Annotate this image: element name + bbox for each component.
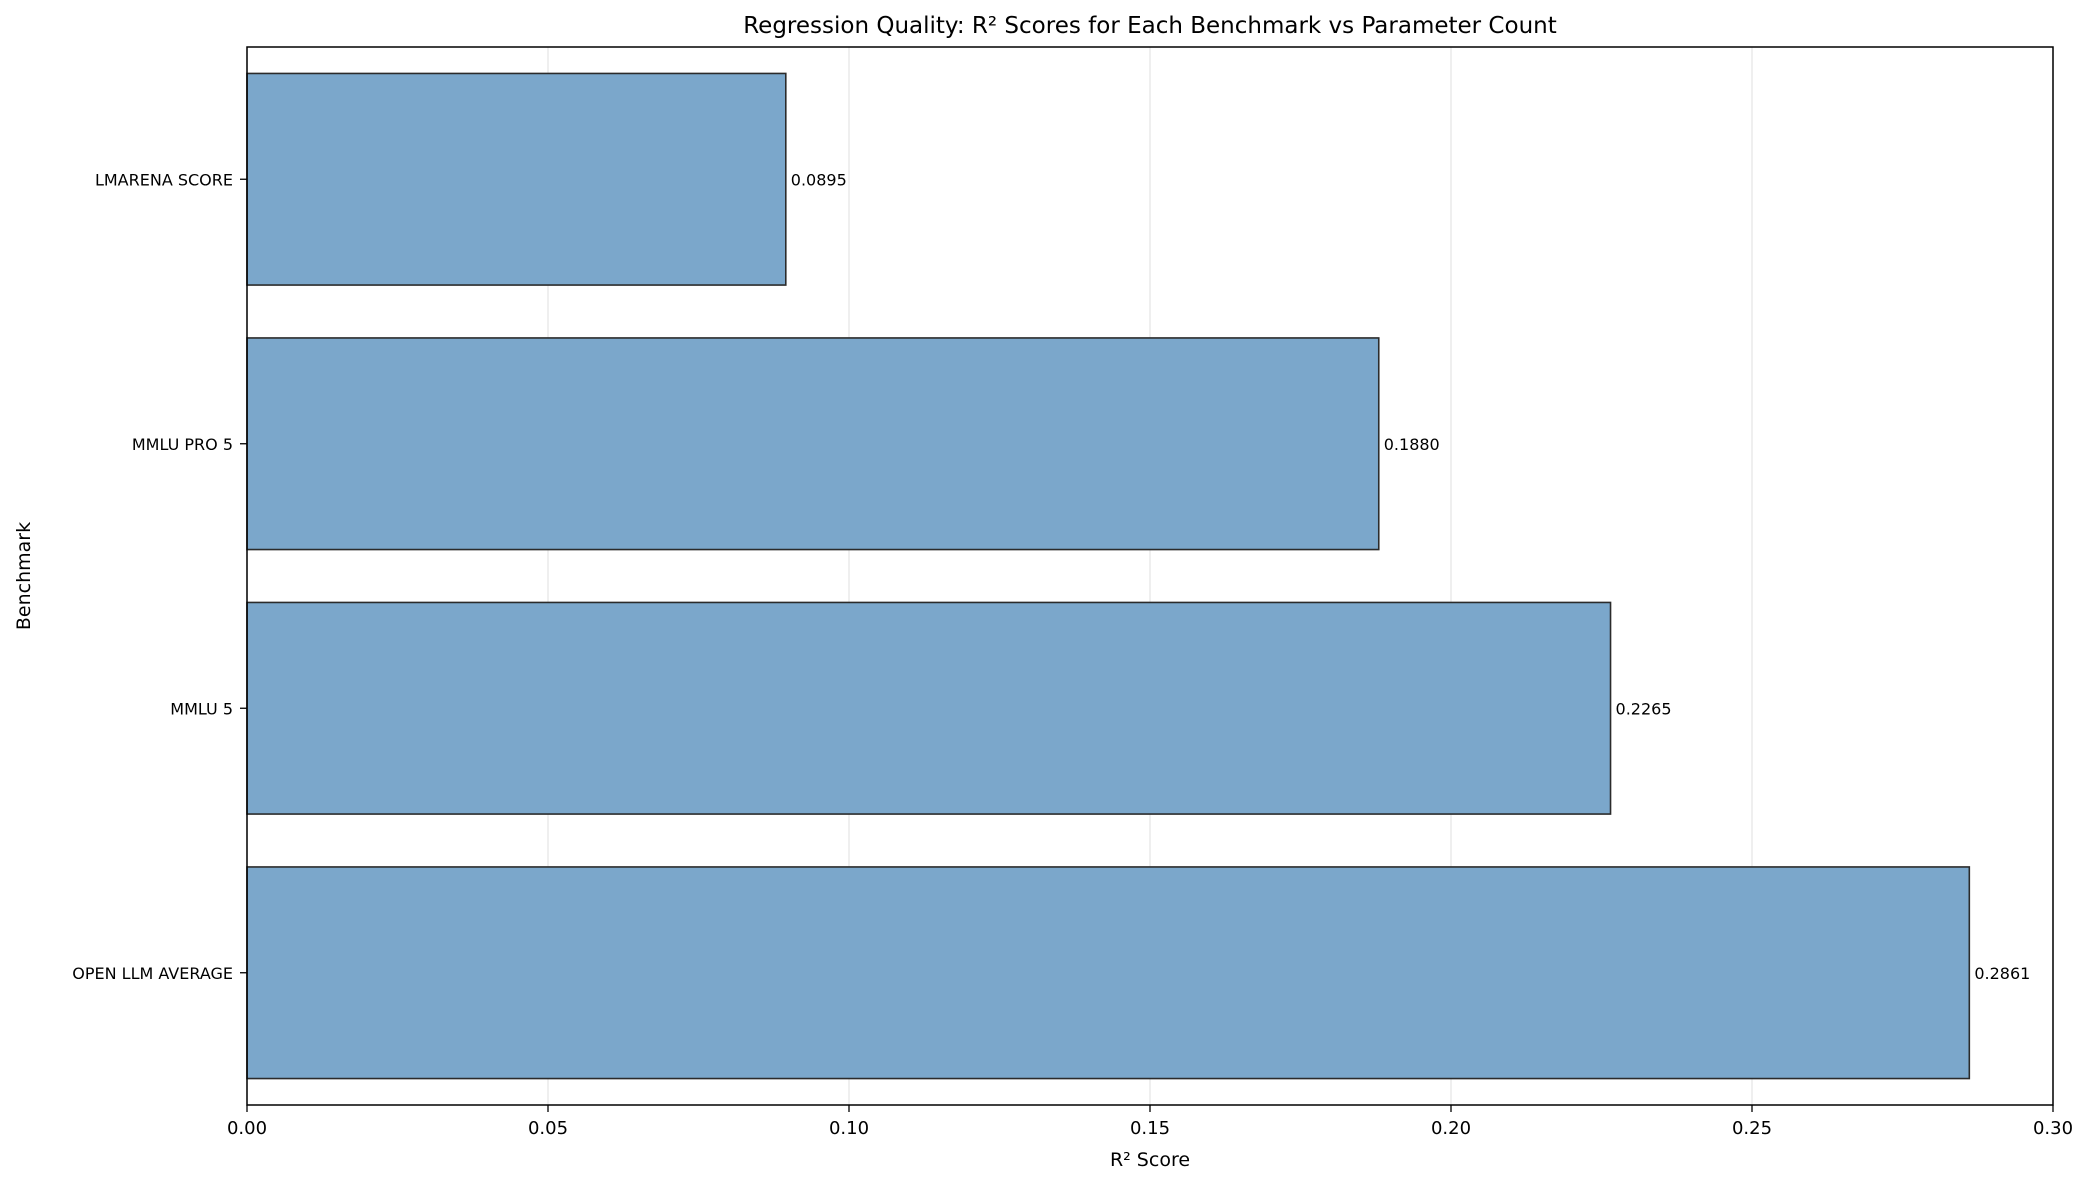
- bar: [246, 601, 1612, 815]
- y-tick-label: MMLU 5: [170, 699, 233, 718]
- bar: [246, 72, 787, 286]
- data-labels: 0.0895 0.1880 0.2265 0.2861: [791, 170, 2031, 983]
- x-tick-label: 0.15: [1130, 1118, 1170, 1139]
- y-tick-label: LMARENA SCORE: [95, 170, 233, 189]
- data-label: 0.2861: [1974, 964, 2030, 983]
- y-axis-ticks: LMARENA SCORE MMLU PRO 5 MMLU 5 OPEN LLM AV…: [72, 170, 247, 983]
- bars: [246, 72, 1971, 1080]
- x-tick-label: 0.10: [829, 1118, 869, 1139]
- chart-title: Regression Quality: R² Scores for Each B…: [743, 13, 1557, 39]
- bar: [246, 866, 1971, 1080]
- y-axis-label: Benchmark: [13, 522, 35, 630]
- x-tick-label: 0.20: [1431, 1118, 1471, 1139]
- data-label: 0.2265: [1616, 699, 1672, 718]
- y-tick-label: OPEN LLM AVERAGE: [72, 964, 233, 983]
- x-tick-label: 0.05: [528, 1118, 568, 1139]
- data-label: 0.1880: [1384, 435, 1440, 454]
- x-tick-label: 0.30: [2033, 1118, 2073, 1139]
- x-axis-label: R² Score: [1110, 1149, 1190, 1171]
- data-label: 0.0895: [791, 170, 847, 189]
- y-tick-label: MMLU PRO 5: [132, 435, 233, 454]
- x-tick-label: 0.00: [227, 1118, 267, 1139]
- x-axis-ticks: 0.00 0.05 0.10 0.15 0.20 0.25 0.30: [227, 1105, 2073, 1139]
- x-tick-label: 0.25: [1732, 1118, 1772, 1139]
- bar: [246, 337, 1380, 551]
